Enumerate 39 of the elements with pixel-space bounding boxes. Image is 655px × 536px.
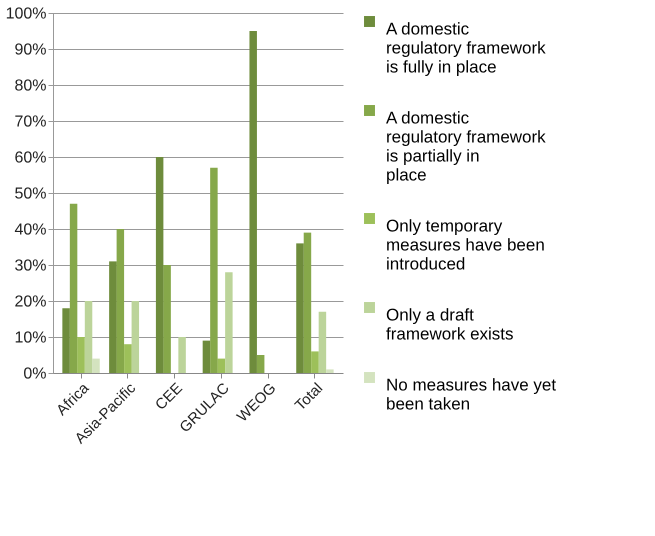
bar [116, 229, 124, 373]
y-tick-label: 80% [14, 78, 46, 94]
y-tick-label: 20% [14, 294, 46, 310]
bar [210, 168, 218, 373]
bar [318, 312, 326, 373]
y-tick-label: 90% [14, 42, 46, 58]
bar [163, 265, 171, 373]
bar [70, 204, 78, 373]
y-tick-label: 70% [14, 114, 46, 130]
bar [77, 337, 85, 373]
y-tick-label: 100% [6, 6, 46, 22]
bar [124, 344, 132, 373]
bar [202, 340, 210, 373]
bar [304, 232, 312, 373]
legend-label: Only temporary measures have been introduced [386, 216, 545, 274]
bar [249, 31, 257, 373]
bar [218, 358, 226, 373]
y-tick-label: 10% [14, 330, 46, 346]
bar [256, 355, 264, 373]
bar [92, 358, 100, 373]
legend-label: A domestic regulatory framework is fully in place [386, 20, 546, 76]
bar [326, 369, 334, 373]
y-tick-label: 50% [14, 186, 46, 202]
bar [225, 272, 233, 373]
bar [84, 301, 92, 373]
bar [311, 351, 319, 373]
bar [62, 308, 70, 373]
bar [132, 301, 140, 373]
y-tick-label: 0% [23, 366, 46, 382]
bar [109, 261, 117, 373]
bar [178, 337, 186, 373]
y-tick-label: 60% [14, 150, 46, 166]
legend-label: A domestic regulatory framework is partially in place [386, 108, 546, 184]
legend-label: No measures have yet been taken [386, 376, 556, 414]
y-tick-label: 30% [14, 258, 46, 274]
y-tick-label: 40% [14, 222, 46, 238]
bar [296, 243, 304, 373]
legend-label: Only a draft framework exists [386, 306, 514, 344]
bar [156, 157, 164, 373]
